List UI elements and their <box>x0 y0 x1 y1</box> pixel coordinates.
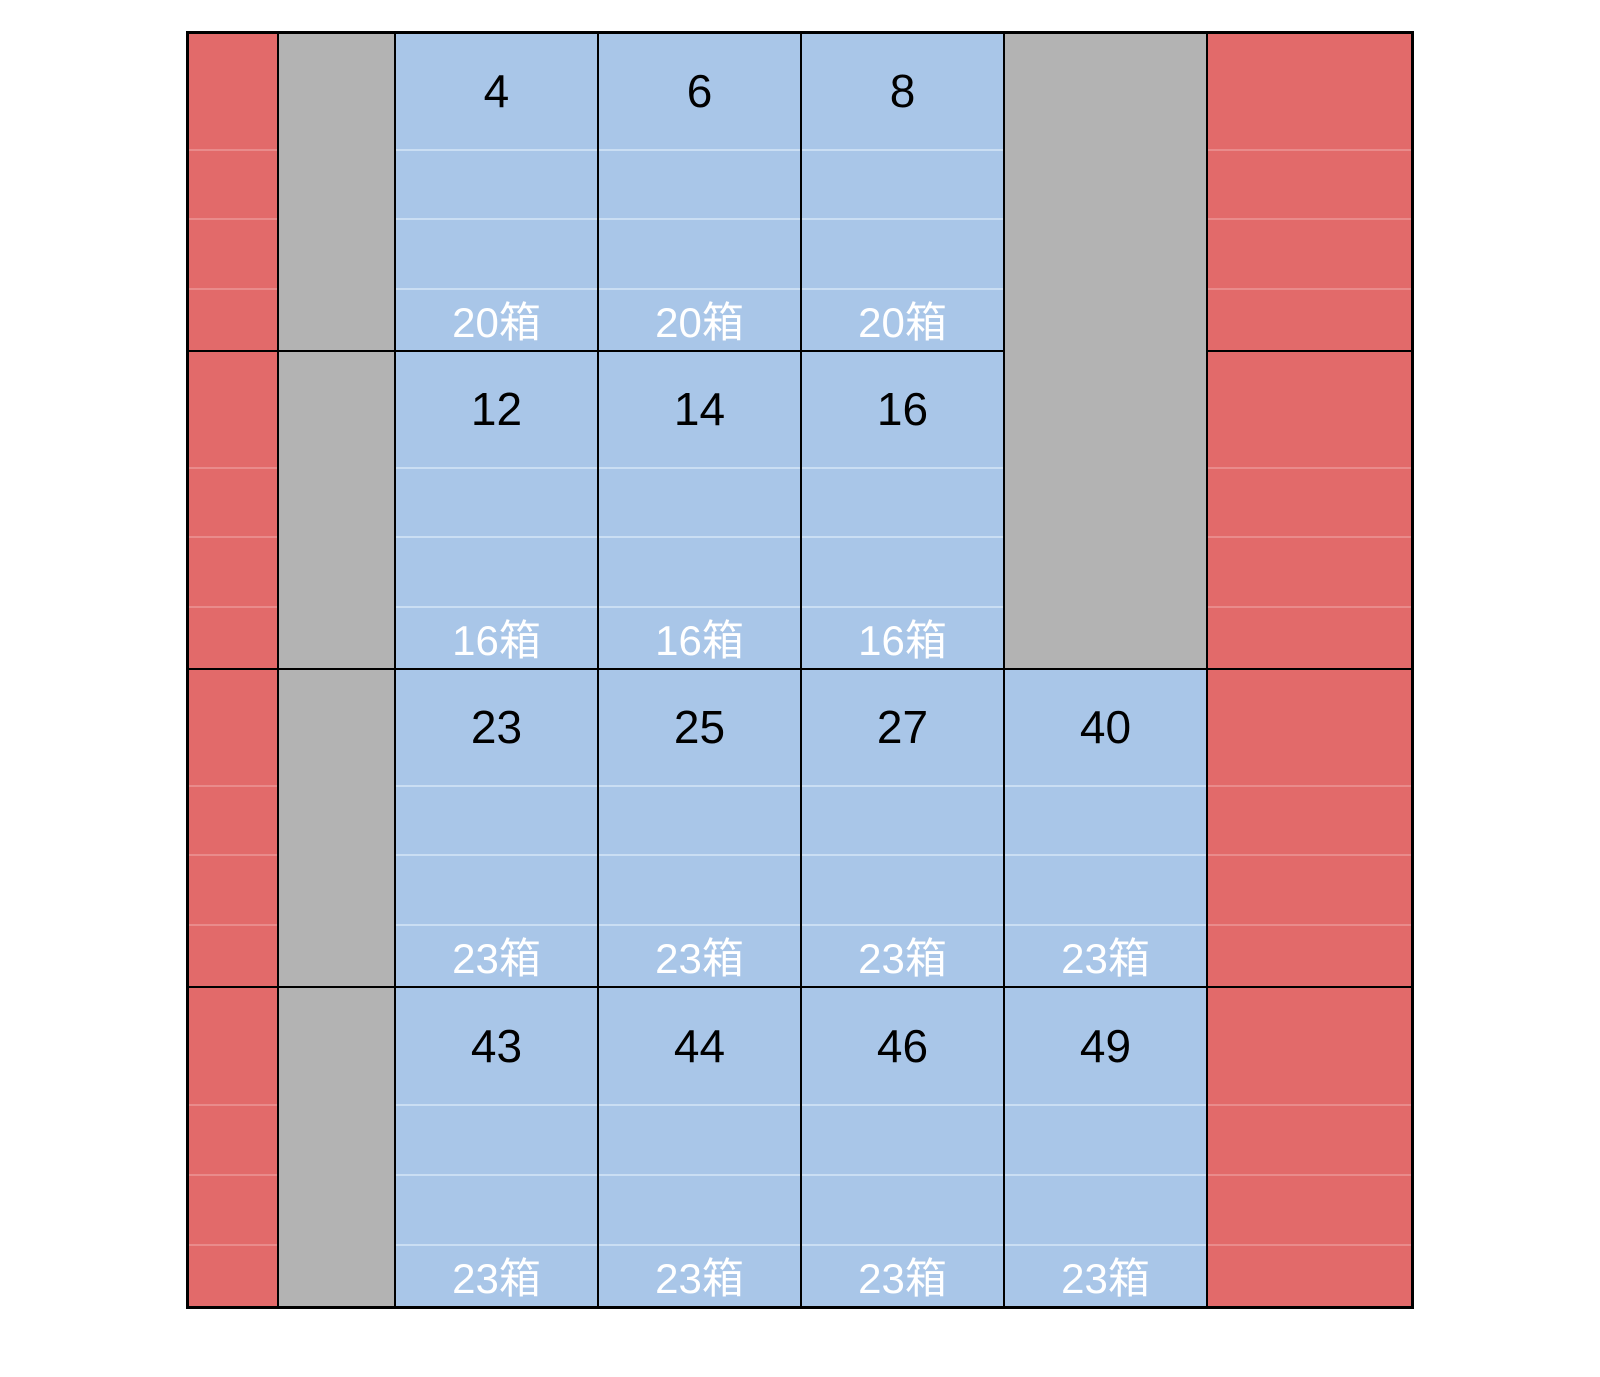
slot-box-count: 23箱 <box>396 926 597 986</box>
slot-number: 46 <box>802 988 1003 1106</box>
storage-slot: 40 23箱 <box>1005 670 1208 988</box>
storage-slot: 8 20箱 <box>802 34 1005 352</box>
slot-number: 16 <box>802 352 1003 469</box>
storage-slot: 25 23箱 <box>599 670 802 988</box>
storage-slot: 44 23箱 <box>599 988 802 1306</box>
storage-slot: 4 20箱 <box>396 34 599 352</box>
slot-number: 27 <box>802 670 1003 787</box>
slot-box-count: 16箱 <box>396 608 597 668</box>
storage-slot: 46 23箱 <box>802 988 1005 1306</box>
storage-slot: 14 16箱 <box>599 352 802 670</box>
slot-box-count: 16箱 <box>599 608 800 668</box>
edge-red-cell <box>189 670 279 988</box>
edge-red-cell <box>1208 670 1411 988</box>
slot-box-count: 23箱 <box>802 1246 1003 1306</box>
warehouse-grid: 420箱620箱820箱1216箱1416箱1616箱2323箱2523箱272… <box>186 31 1414 1309</box>
slot-number: 8 <box>802 34 1003 151</box>
slot-number: 12 <box>396 352 597 469</box>
slot-box-count: 20箱 <box>802 290 1003 350</box>
edge-red-cell <box>189 988 279 1306</box>
slot-number: 23 <box>396 670 597 787</box>
storage-slot: 23 23箱 <box>396 670 599 988</box>
slot-number: 40 <box>1005 670 1206 787</box>
edge-red-cell <box>189 352 279 670</box>
slot-box-count: 20箱 <box>599 290 800 350</box>
slot-box-count: 23箱 <box>1005 926 1206 986</box>
edge-red-cell <box>189 34 279 352</box>
slot-number: 43 <box>396 988 597 1106</box>
slot-box-count: 23箱 <box>1005 1246 1206 1306</box>
edge-red-cell <box>1208 988 1411 1306</box>
slot-number: 14 <box>599 352 800 469</box>
slot-box-count: 23箱 <box>599 1246 800 1306</box>
aisle-gray-cell <box>279 352 396 670</box>
edge-red-cell <box>1208 34 1411 352</box>
slot-box-count: 23箱 <box>396 1246 597 1306</box>
slot-number: 6 <box>599 34 800 151</box>
storage-slot: 43 23箱 <box>396 988 599 1306</box>
slot-number: 49 <box>1005 988 1206 1106</box>
aisle-gray-cell <box>279 988 396 1306</box>
empty-slot-gray <box>1005 34 1208 670</box>
slot-number: 25 <box>599 670 800 787</box>
slot-number: 44 <box>599 988 800 1106</box>
storage-slot: 49 23箱 <box>1005 988 1208 1306</box>
slot-box-count: 23箱 <box>802 926 1003 986</box>
storage-slot: 6 20箱 <box>599 34 802 352</box>
slot-box-count: 20箱 <box>396 290 597 350</box>
slot-box-count: 23箱 <box>599 926 800 986</box>
slot-box-count: 16箱 <box>802 608 1003 668</box>
storage-slot: 16 16箱 <box>802 352 1005 670</box>
aisle-gray-cell <box>279 670 396 988</box>
storage-slot: 12 16箱 <box>396 352 599 670</box>
storage-slot: 27 23箱 <box>802 670 1005 988</box>
edge-red-cell <box>1208 352 1411 670</box>
slot-number: 4 <box>396 34 597 151</box>
aisle-gray-cell <box>279 34 396 352</box>
